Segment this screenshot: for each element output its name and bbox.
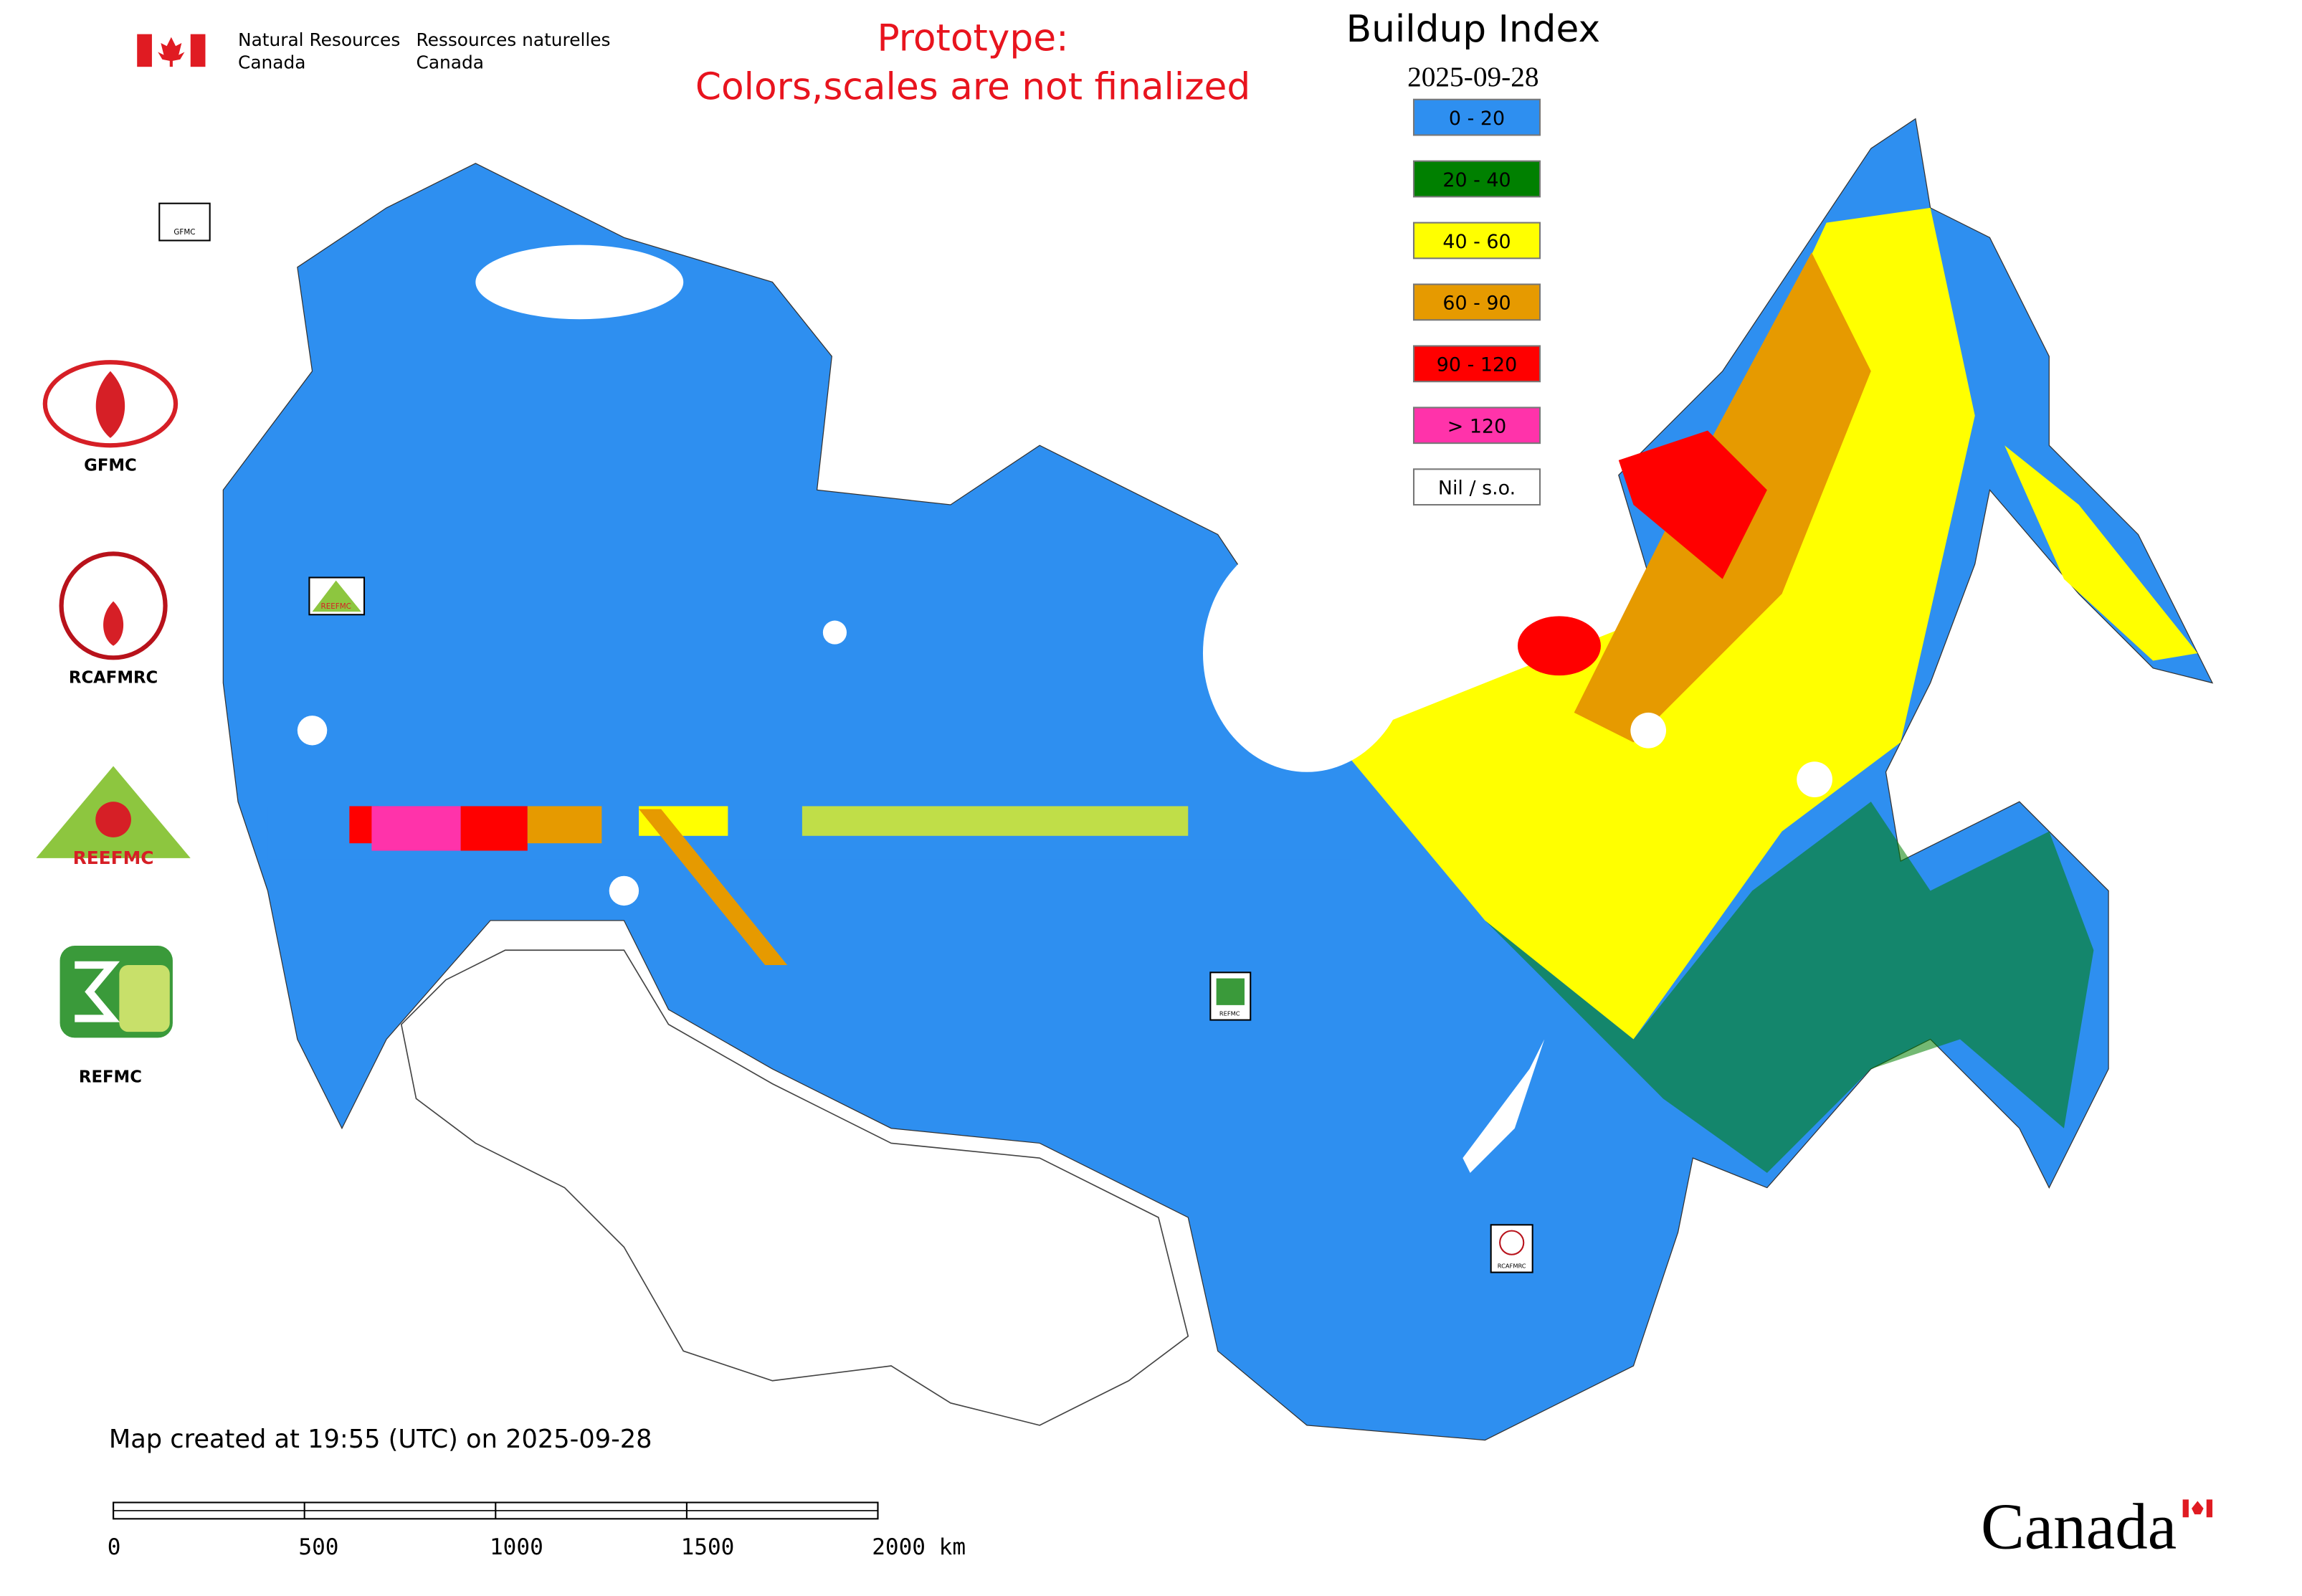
org-name: Ressources naturelles: [417, 29, 611, 50]
scale-label: 500: [298, 1534, 338, 1560]
legend-swatch: [1412, 283, 1541, 321]
canada-wordmark: Canada: [1981, 1491, 2213, 1563]
flag-bar: [2182, 1499, 2189, 1518]
logo-refmc: REFMC: [60, 946, 173, 1087]
stripe: [460, 806, 528, 851]
logo-flame: [103, 601, 124, 646]
region-40-60: [2004, 445, 2198, 661]
region-20-40: [1485, 802, 2094, 1173]
lake: [822, 620, 847, 645]
marker-icon: [1499, 1230, 1525, 1255]
nrcan-signature: Natural Resources Canada Ressources natu…: [137, 29, 611, 72]
stripe: [802, 806, 1189, 836]
map-marker: REFMC: [1209, 972, 1252, 1021]
logo-label: GFMC: [84, 456, 137, 475]
logo-label: REEFMC: [73, 847, 154, 868]
stripe: [639, 809, 788, 965]
maple-leaf: [158, 37, 185, 67]
marker-icon: [1216, 978, 1245, 1005]
marker-label: REEFMC: [321, 602, 351, 611]
scale-label: 1000: [490, 1534, 543, 1560]
legend-label: 60 - 90: [1442, 293, 1511, 315]
logo-sigma: [75, 961, 120, 1022]
legend-label: 0 - 20: [1449, 108, 1505, 130]
maple-leaf: [2192, 1501, 2204, 1515]
logo-icon: [119, 964, 170, 1032]
legend-swatch: [1412, 98, 1541, 136]
lake: [1797, 761, 1832, 797]
map-marker: RCAFMRC: [1490, 1224, 1533, 1273]
scale-bar: 0 500 1000 1500 2000 km: [108, 1501, 966, 1560]
legend-date: 2025-09-28: [1407, 61, 1539, 92]
map-marker: GFMC: [158, 202, 211, 242]
legend-label: Nil / s.o.: [1438, 478, 1516, 500]
map-area: [222, 118, 2214, 1441]
org-name: Natural Resources: [238, 29, 400, 50]
lake: [609, 875, 639, 906]
scale-label: 2000 km: [872, 1534, 966, 1560]
sea: [475, 244, 684, 320]
map-note: Map created at 19:55 (UTC) on 2025-09-28: [109, 1425, 652, 1454]
scale-label: 1500: [681, 1534, 735, 1560]
logo-gfmc: GFMC: [42, 360, 179, 475]
marker-label: REFMC: [1219, 1010, 1240, 1017]
legend-label: 40 - 60: [1442, 231, 1511, 253]
lake: [297, 716, 328, 746]
logo-rcafmrc: RCAFMRC: [59, 551, 168, 688]
legend-swatch: [1412, 345, 1541, 383]
flag-bar: [2206, 1499, 2213, 1518]
region-90-120: [1618, 430, 1767, 579]
legend-label: 20 - 40: [1442, 169, 1511, 191]
legend-swatch: [1412, 407, 1541, 445]
lake-baikal: [1462, 1039, 1545, 1173]
stripe: [527, 806, 602, 844]
marker-icon: [312, 580, 361, 612]
region-90-120: [1517, 616, 1601, 676]
logo-flame: [95, 371, 125, 438]
legend-swatch: [1412, 160, 1541, 198]
marker-label: RCAFMRC: [1498, 1262, 1526, 1269]
legend: 0 - 20 20 - 40 40 - 60 60 - 90 90 - 120 > 120…: [1412, 98, 1541, 506]
logo-reefmc: REEFMC: [36, 766, 191, 868]
legend-label: > 120: [1447, 416, 1506, 438]
marker-label: GFMC: [173, 228, 195, 237]
legend-swatch: [1412, 222, 1541, 260]
logo-label: RCAFMRC: [69, 669, 158, 688]
logo-label: REFMC: [79, 1068, 142, 1087]
flag-bar: [137, 34, 152, 67]
legend-title: Buildup Index: [1346, 8, 1600, 51]
marker-box: [158, 202, 211, 242]
sea: [1202, 534, 1411, 772]
wordmark: Canada: [1981, 1491, 2177, 1563]
map-marker: REEFMC: [308, 576, 366, 616]
scale-label: 0: [108, 1534, 121, 1560]
legend-label: 90 - 120: [1437, 354, 1517, 376]
org-name: Canada: [417, 52, 484, 72]
notice: Colors,scales are not finalized: [695, 66, 1250, 109]
flag-bar: [190, 34, 206, 67]
logo-flame: [95, 802, 131, 837]
org-name: Canada: [238, 52, 305, 72]
lake: [1630, 712, 1667, 749]
legend-swatch: [1412, 468, 1541, 506]
country-outline: [400, 949, 1189, 1426]
notice: Prototype:: [877, 16, 1068, 60]
stripe: [371, 806, 461, 851]
